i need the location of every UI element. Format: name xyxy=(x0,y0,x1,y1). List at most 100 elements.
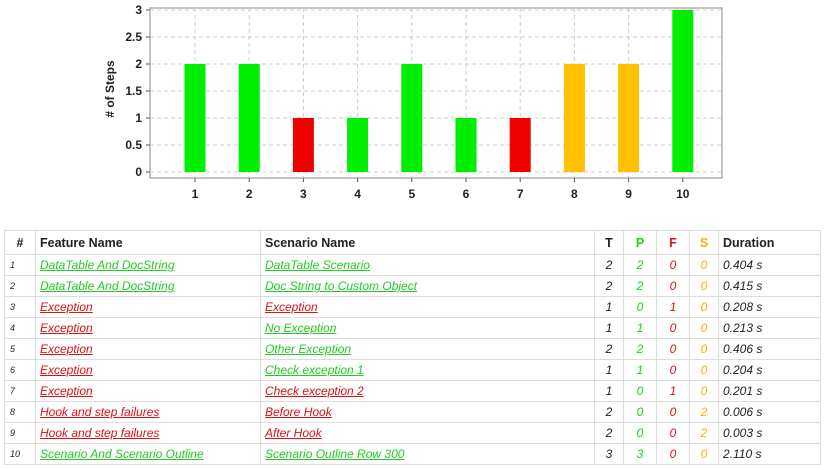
row-index: 5 xyxy=(4,338,36,360)
duration: 0.406 s xyxy=(718,338,821,360)
row-index: 1 xyxy=(4,254,36,276)
skipped-steps: 0 xyxy=(689,317,719,339)
feature-link[interactable]: Exception xyxy=(40,342,93,356)
row-index: 8 xyxy=(4,401,36,423)
feature-cell: Exception xyxy=(35,317,261,339)
x-tick-label: 3 xyxy=(300,187,307,201)
duration: 0.208 s xyxy=(718,296,821,318)
x-tick-label: 9 xyxy=(625,187,632,201)
skipped-steps: 2 xyxy=(689,422,719,444)
feature-cell: Exception xyxy=(35,380,261,402)
feature-cell: DataTable And DocString xyxy=(35,254,261,276)
scenario-link[interactable]: No Exception xyxy=(265,321,337,335)
total-steps: 1 xyxy=(594,380,624,402)
bar-10 xyxy=(672,10,694,172)
scenario-cell: Before Hook xyxy=(260,401,595,423)
scenario-results-table: # Feature Name Scenario Name T P F S Dur… xyxy=(4,230,821,465)
table-row: 1 DataTable And DocString DataTable Scenar… xyxy=(4,254,821,276)
feature-cell: Scenario And Scenario Outline xyxy=(35,443,261,465)
scenario-link[interactable]: Check exception 2 xyxy=(265,384,364,398)
x-tick-label: 5 xyxy=(408,187,415,201)
scenario-link[interactable]: Other Exception xyxy=(265,342,352,356)
bar-9 xyxy=(618,64,640,172)
scenario-cell: DataTable Scenario xyxy=(260,254,595,276)
scenario-link[interactable]: DataTable Scenario xyxy=(265,258,370,272)
feature-link[interactable]: DataTable And DocString xyxy=(40,258,175,272)
feature-link[interactable]: Hook and step failures xyxy=(40,405,160,419)
feature-link[interactable]: Hook and step failures xyxy=(40,426,160,440)
bar-6 xyxy=(455,118,477,172)
feature-link[interactable]: Exception xyxy=(40,321,93,335)
col-total-header: T xyxy=(594,230,624,255)
row-index: 10 xyxy=(4,443,36,465)
feature-cell: Hook and step failures xyxy=(35,422,261,444)
y-tick-label: 1 xyxy=(135,111,142,125)
passed-steps: 2 xyxy=(623,275,657,297)
bar-4 xyxy=(347,118,369,172)
passed-steps: 0 xyxy=(623,380,657,402)
scenario-link[interactable]: Check exception 1 xyxy=(265,363,364,377)
bar-8 xyxy=(563,64,585,172)
feature-link[interactable]: Scenario And Scenario Outline xyxy=(40,447,204,461)
total-steps: 1 xyxy=(594,359,624,381)
feature-cell: Exception xyxy=(35,296,261,318)
scenario-link[interactable]: Scenario Outline Row 300 xyxy=(265,447,405,461)
failed-steps: 0 xyxy=(656,359,690,381)
table-row: 4 Exception No Exception 1 1 0 0 0.213 s xyxy=(4,317,821,339)
skipped-steps: 0 xyxy=(689,275,719,297)
col-failed-header: F xyxy=(656,230,690,255)
duration: 0.201 s xyxy=(718,380,821,402)
skipped-steps: 0 xyxy=(689,443,719,465)
total-steps: 2 xyxy=(594,422,624,444)
y-tick-label: 3 xyxy=(135,3,142,17)
y-axis-label: # of Steps xyxy=(103,60,117,118)
passed-steps: 0 xyxy=(623,296,657,318)
scenario-cell: Check exception 2 xyxy=(260,380,595,402)
failed-steps: 0 xyxy=(656,443,690,465)
total-steps: 2 xyxy=(594,275,624,297)
scenario-link[interactable]: After Hook xyxy=(265,426,322,440)
total-steps: 2 xyxy=(594,254,624,276)
y-tick-label: 1.5 xyxy=(125,84,142,98)
failed-steps: 0 xyxy=(656,317,690,339)
feature-link[interactable]: Exception xyxy=(40,363,93,377)
feature-cell: Hook and step failures xyxy=(35,401,261,423)
feature-link[interactable]: DataTable And DocString xyxy=(40,279,175,293)
skipped-steps: 0 xyxy=(689,254,719,276)
failed-steps: 0 xyxy=(656,338,690,360)
scenario-cell: Scenario Outline Row 300 xyxy=(260,443,595,465)
feature-link[interactable]: Exception xyxy=(40,384,93,398)
total-steps: 3 xyxy=(594,443,624,465)
scenario-link[interactable]: Before Hook xyxy=(265,405,332,419)
feature-cell: DataTable And DocString xyxy=(35,275,261,297)
col-skipped-header: S xyxy=(689,230,719,255)
duration: 2.110 s xyxy=(718,443,821,465)
feature-link[interactable]: Exception xyxy=(40,300,93,314)
row-index: 3 xyxy=(4,296,36,318)
skipped-steps: 0 xyxy=(689,338,719,360)
table-row: 8 Hook and step failures Before Hook 2 0 0 2 0.… xyxy=(4,401,821,423)
duration: 0.003 s xyxy=(718,422,821,444)
scenario-cell: Check exception 1 xyxy=(260,359,595,381)
scenario-link[interactable]: Exception xyxy=(265,300,318,314)
passed-steps: 0 xyxy=(623,401,657,423)
passed-steps: 2 xyxy=(623,254,657,276)
table-row: 9 Hook and step failures After Hook 2 0 0 2 0.0… xyxy=(4,422,821,444)
bar-3 xyxy=(292,118,314,172)
failed-steps: 0 xyxy=(656,422,690,444)
x-tick-label: 2 xyxy=(246,187,253,201)
col-feature-header: Feature Name xyxy=(35,230,261,255)
duration: 0.213 s xyxy=(718,317,821,339)
skipped-steps: 0 xyxy=(689,359,719,381)
failed-steps: 0 xyxy=(656,254,690,276)
x-tick-label: 7 xyxy=(517,187,524,201)
scenario-link[interactable]: Doc String to Custom Object xyxy=(265,279,418,293)
row-index: 4 xyxy=(4,317,36,339)
col-index-header: # xyxy=(4,230,36,255)
y-tick-label: 2 xyxy=(135,57,142,71)
duration: 0.415 s xyxy=(718,275,821,297)
table-row: 7 Exception Check exception 2 1 0 1 0 0.201 s xyxy=(4,380,821,402)
duration: 0.006 s xyxy=(718,401,821,423)
passed-steps: 1 xyxy=(623,317,657,339)
scenario-cell: Other Exception xyxy=(260,338,595,360)
